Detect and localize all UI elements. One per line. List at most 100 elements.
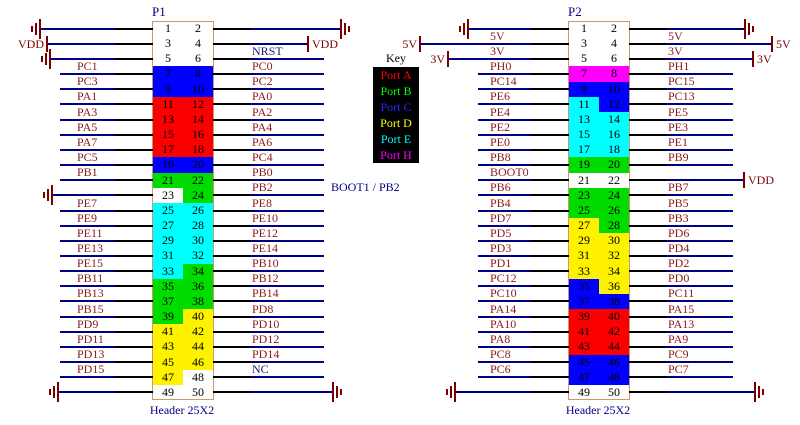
pin-number: 7 <box>581 66 587 81</box>
pin-cell <box>153 248 183 264</box>
gnd-symbol <box>41 56 43 62</box>
pin-number: 4 <box>611 36 617 51</box>
wire <box>629 119 733 121</box>
wire <box>531 28 569 30</box>
wire <box>629 73 733 75</box>
pin-cell <box>569 218 599 234</box>
pin-number: 35 <box>578 278 590 293</box>
pin-cell <box>599 263 629 279</box>
gnd-symbol <box>454 382 456 402</box>
wire <box>213 240 324 242</box>
wire <box>213 88 324 90</box>
pin-cell <box>183 187 213 203</box>
wire <box>478 88 569 90</box>
net-label: PB0 <box>252 165 273 179</box>
wire <box>531 164 569 166</box>
gnd-symbol <box>49 49 51 69</box>
net-label: PD6 <box>668 226 690 240</box>
net-label: PB8 <box>490 150 511 164</box>
pin-number: 28 <box>608 218 620 233</box>
wire <box>213 361 250 363</box>
wire <box>213 103 250 105</box>
net-label: PA13 <box>668 317 695 331</box>
pin-cell <box>153 218 183 234</box>
wire <box>629 149 666 151</box>
pin-cell <box>183 172 213 188</box>
gnd-symbol <box>336 386 338 398</box>
pin-number: 44 <box>192 339 204 354</box>
wire <box>115 285 153 287</box>
p1-title: P1 <box>152 4 166 19</box>
pin-cell <box>569 142 599 158</box>
pin-cell <box>183 127 213 143</box>
wire <box>52 194 153 196</box>
pin-number: 39 <box>162 309 174 324</box>
wire <box>629 240 666 242</box>
net-label: PC14 <box>490 74 517 88</box>
wire <box>629 164 733 166</box>
wire <box>478 240 569 242</box>
wire <box>629 331 733 333</box>
wire <box>531 210 569 212</box>
pin-cell <box>153 127 183 143</box>
wire <box>213 316 250 318</box>
pin-cell <box>569 354 599 370</box>
wire <box>213 270 324 272</box>
wire <box>531 103 569 105</box>
wire <box>629 43 772 45</box>
pin-number: 44 <box>608 339 620 354</box>
wire <box>478 346 569 348</box>
net-label: PB13 <box>77 286 104 300</box>
pin-number: 19 <box>162 157 174 172</box>
pin-cell <box>599 339 629 355</box>
net-label: PD11 <box>77 332 104 346</box>
pin-number: 43 <box>578 339 590 354</box>
pin-number: 38 <box>608 293 620 308</box>
wire <box>60 331 153 333</box>
pin-cell <box>599 248 629 264</box>
wire <box>213 134 250 136</box>
wire <box>115 210 153 212</box>
net-label: PC8 <box>490 347 511 361</box>
wire <box>213 28 341 30</box>
wire <box>213 164 324 166</box>
pin-number: 13 <box>578 111 590 126</box>
net-label: PD7 <box>490 211 512 225</box>
pin-cell <box>599 142 629 158</box>
net-label: PD0 <box>668 271 690 285</box>
wire <box>629 28 666 30</box>
pin-number: 12 <box>608 96 620 111</box>
gnd-symbol <box>459 26 461 32</box>
pin-number: 42 <box>192 324 204 339</box>
wire <box>531 331 569 333</box>
wire <box>115 225 153 227</box>
pin-cell <box>599 354 629 370</box>
net-label: PC1 <box>77 59 98 73</box>
wire <box>629 391 666 393</box>
pin-number: 1 <box>165 21 171 35</box>
pin-cell <box>183 111 213 128</box>
wire <box>629 58 666 60</box>
pin-number: 39 <box>578 309 590 324</box>
pin-number: 47 <box>578 369 590 384</box>
gnd-symbol <box>35 23 37 35</box>
key-entry: Port B <box>380 84 412 98</box>
wire <box>629 240 733 242</box>
pin-cell <box>599 66 629 82</box>
pin-cell <box>153 81 183 97</box>
pin-cell <box>569 293 599 310</box>
wire <box>478 331 569 333</box>
wire <box>213 58 250 60</box>
wire <box>115 255 153 257</box>
pin-number: 19 <box>578 157 590 172</box>
pin-number: 47 <box>162 369 174 384</box>
net-label: BOOT0 <box>490 165 529 179</box>
wire <box>60 240 153 242</box>
net-label: PD1 <box>490 256 512 270</box>
pin-number: 24 <box>608 187 620 202</box>
net-label: PC4 <box>252 150 273 164</box>
wire <box>478 361 569 363</box>
pin-cell <box>569 309 599 325</box>
wire <box>60 300 153 302</box>
pin-cell <box>153 263 183 279</box>
